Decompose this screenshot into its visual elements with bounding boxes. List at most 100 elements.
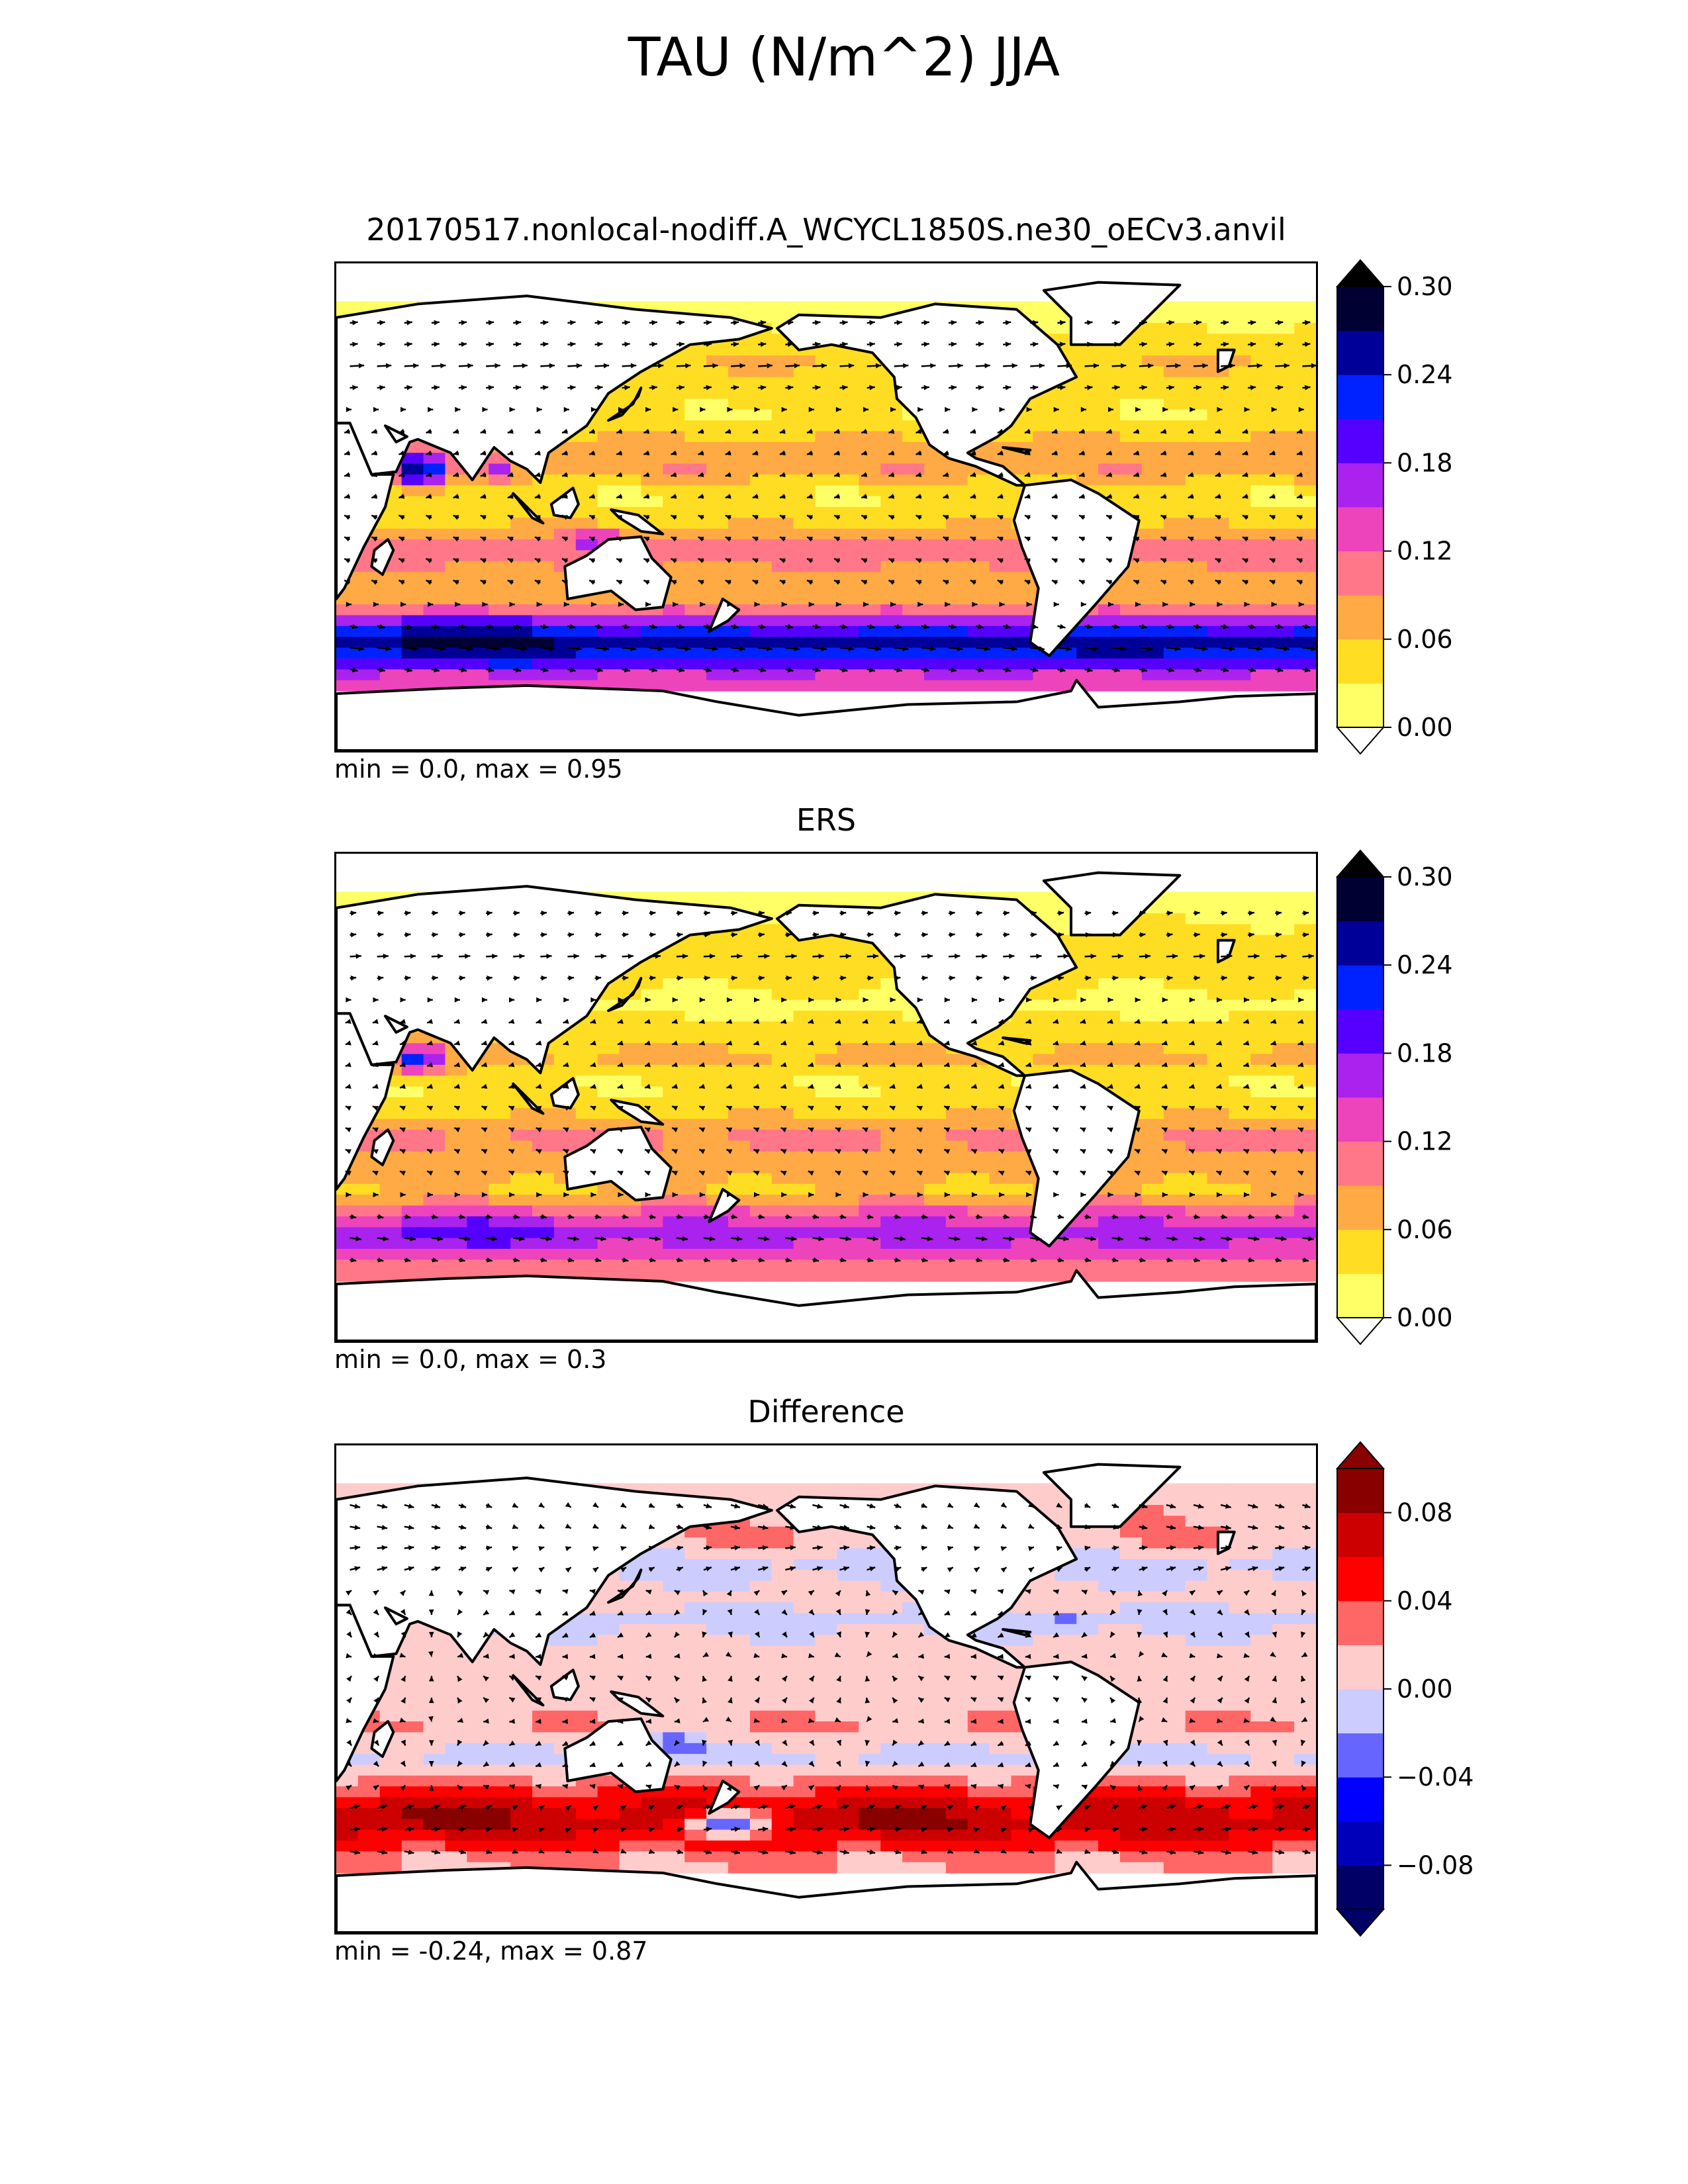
field-cell [924, 637, 947, 649]
vector-head [617, 1019, 624, 1024]
field-cell [728, 989, 751, 1001]
field-cell [1185, 485, 1208, 497]
field-cell [1011, 1043, 1034, 1055]
field-cell [1294, 1162, 1316, 1174]
field-cell [357, 647, 381, 659]
vector-head [869, 385, 875, 390]
vector-head [534, 450, 541, 456]
field-cell [401, 496, 424, 508]
vector-head [1271, 602, 1277, 608]
vector-head [1194, 910, 1200, 916]
vector-head [1135, 997, 1141, 1003]
field-cell [1272, 669, 1295, 681]
field-cell [619, 441, 642, 453]
vector-head [698, 450, 704, 456]
field-cell [859, 1173, 881, 1185]
vector-head [434, 385, 440, 390]
field-cell [859, 1021, 881, 1033]
field-cell [663, 978, 685, 990]
field-cell [859, 1151, 881, 1163]
field-cell [423, 1108, 446, 1120]
field-cell [597, 669, 620, 681]
vector-head [595, 910, 602, 916]
field-cell [1185, 355, 1208, 367]
field-cell [1229, 1043, 1251, 1055]
field-cell [641, 680, 663, 692]
field-cell [1098, 463, 1121, 475]
vector-head [563, 1019, 569, 1024]
field-cell [1294, 1086, 1316, 1098]
vector-head [454, 997, 460, 1003]
field-cell [467, 1259, 489, 1271]
vector-head [618, 406, 624, 412]
field-cell [641, 967, 663, 979]
field-cell [467, 561, 489, 572]
field-cell [575, 463, 598, 475]
field-cell [728, 507, 751, 518]
field-cell [989, 485, 1012, 497]
vector-head [978, 385, 984, 390]
field-cell [771, 615, 794, 627]
field-cell [1185, 924, 1208, 936]
vector-head [624, 667, 630, 672]
vector-head [507, 494, 514, 499]
field-cell [489, 539, 511, 551]
field-cell [663, 550, 685, 562]
vector-head [480, 558, 487, 563]
field-cell [1098, 978, 1121, 990]
field-cell [749, 902, 773, 914]
field-cell [510, 528, 533, 540]
field-cell [401, 1075, 424, 1087]
field-cell [1185, 1162, 1208, 1174]
field-cell [1185, 388, 1208, 400]
vector-head [373, 602, 379, 608]
field-cell [1120, 989, 1143, 1001]
field-cell [924, 507, 947, 518]
field-cell [1250, 1064, 1273, 1076]
field-cell [771, 431, 794, 443]
field-cell [1120, 1195, 1143, 1206]
vector-head [1162, 406, 1168, 412]
field-cell [1250, 1140, 1273, 1152]
vector-head [481, 1040, 488, 1046]
field-cell [575, 1064, 598, 1076]
vector-head [923, 320, 929, 326]
field-cell [1076, 658, 1099, 670]
vector-head [1297, 450, 1303, 456]
field-cell [684, 978, 707, 990]
field-cell [880, 550, 903, 562]
field-cell [532, 1248, 555, 1260]
field-cell [859, 1195, 881, 1206]
field-cell [1250, 322, 1273, 334]
field-cell [1272, 431, 1295, 443]
vector-head [808, 997, 814, 1003]
field-cell [597, 1108, 620, 1120]
field-cell [553, 1259, 577, 1271]
vector-head [867, 910, 874, 916]
field-cell [1185, 593, 1208, 605]
field-cell [1185, 496, 1208, 508]
field-cell [1185, 978, 1208, 990]
field-cell [967, 647, 990, 659]
field-cell [401, 463, 424, 475]
field-cell [1120, 1270, 1143, 1282]
field-cell [1272, 1097, 1295, 1109]
field-cell [684, 463, 707, 475]
vector-head [467, 646, 473, 652]
vector-head [731, 932, 737, 938]
field-cell [641, 398, 663, 410]
field-cell [1163, 561, 1186, 572]
field-cell [1120, 355, 1143, 367]
vector-head [358, 646, 365, 652]
field-cell [815, 658, 838, 670]
vector-head [1304, 623, 1311, 629]
field-cell [837, 431, 859, 443]
vector-head [976, 932, 982, 938]
field-cell [467, 1227, 489, 1239]
field-cell [793, 1162, 816, 1174]
field-cell [1207, 431, 1230, 443]
field-cell [859, 301, 881, 313]
field-cell [1141, 539, 1164, 551]
vector-head [344, 428, 351, 434]
continent-arabia-gulf [384, 1015, 408, 1034]
